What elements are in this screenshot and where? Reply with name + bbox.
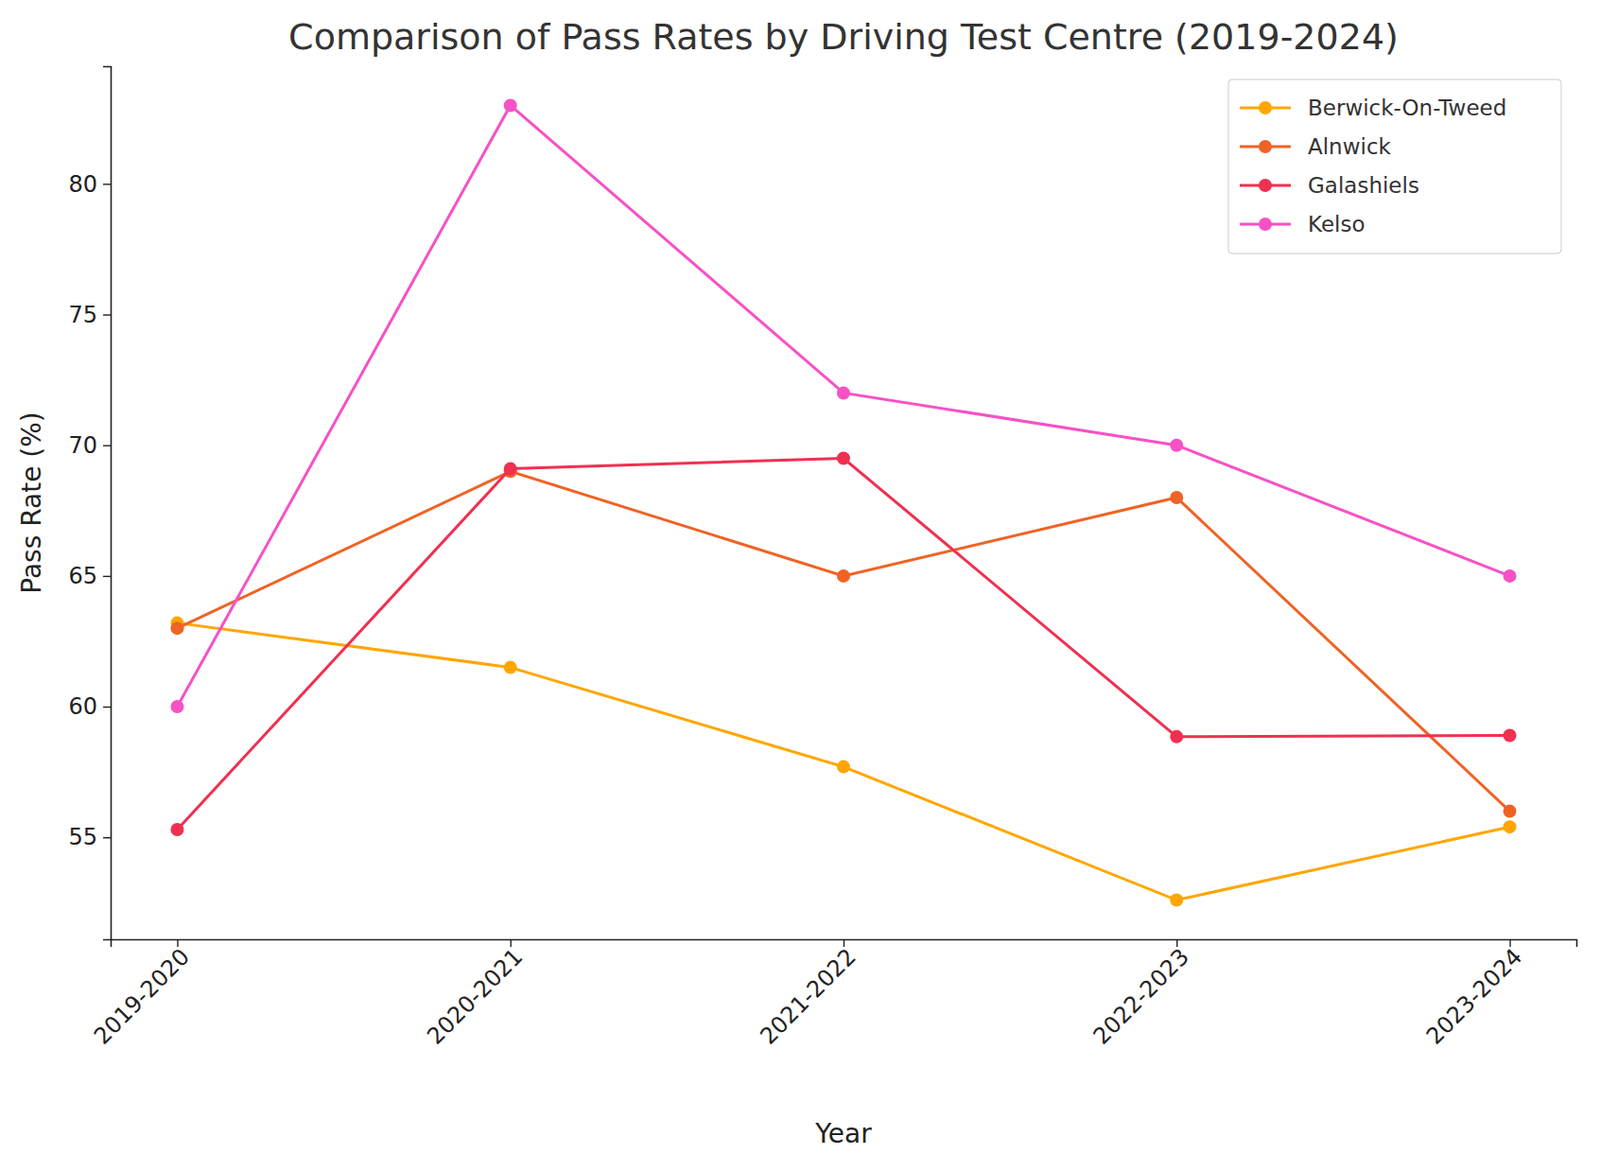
series-marker (170, 822, 184, 836)
y-tick-mark (103, 183, 111, 185)
legend-item: Alnwick (1239, 134, 1392, 159)
series-marker (1169, 730, 1183, 744)
y-tick: 65 (68, 562, 111, 590)
series-line (176, 470, 1510, 811)
x-tick: 2019-2020 (88, 939, 195, 1050)
x-tick-label: 2021-2022 (754, 942, 861, 1049)
y-tick-mark (103, 313, 111, 315)
y-tick-label: 60 (68, 693, 98, 720)
y-tick-label: 65 (68, 562, 98, 590)
y-tick-label: 75 (68, 301, 98, 329)
x-axis-title: Year (814, 1117, 872, 1149)
y-tick: 80 (68, 171, 111, 198)
y-tick: 75 (68, 301, 111, 329)
legend-marker (1258, 101, 1272, 115)
series-line (176, 458, 1510, 830)
y-axis: 55 60 65 70 75 80 (68, 67, 111, 940)
plot: 5560657075802019-20202020-20212021-20222… (68, 67, 1577, 1050)
y-tick: 70 (68, 432, 111, 459)
legend-frame (1228, 79, 1562, 254)
legend-label: Alnwick (1307, 134, 1392, 159)
x-axis: 2019-2020 2020-2021 2021-2022 2022-2023 2023… (88, 939, 1578, 1050)
series-marker (1169, 490, 1183, 505)
y-axis-title: Pass Rate (%) (16, 411, 48, 593)
legend-label: Berwick-On-Tweed (1307, 95, 1507, 121)
series-marker (836, 569, 851, 583)
series-marker (1169, 438, 1183, 453)
series-marker (836, 452, 851, 466)
series-marker (1503, 804, 1517, 818)
y-tick-mark (103, 836, 111, 838)
title: Comparison of Pass Rates by Driving Test… (288, 16, 1399, 58)
series-marker (1503, 819, 1517, 834)
series-marker (504, 98, 518, 112)
series-marker (836, 385, 851, 400)
series-marker (1503, 728, 1517, 742)
x-tick-label: 2022-2023 (1088, 942, 1195, 1049)
legend-marker (1258, 178, 1272, 192)
legend-item: Berwick-On-Tweed (1239, 95, 1507, 121)
legend-item: Kelso (1239, 211, 1366, 237)
series-marker (1169, 893, 1183, 907)
y-tick: 55 (68, 823, 111, 851)
y-tick-label: 55 (68, 823, 98, 851)
legend-label: Kelso (1307, 211, 1366, 237)
y-tick-mark (103, 575, 111, 577)
legend-marker (1258, 139, 1272, 154)
legend: Berwick-On-Tweed Alnwick Galashiels Kelso (1228, 79, 1562, 254)
series-area (170, 98, 1516, 906)
y-tick-mark (103, 445, 111, 447)
legend-marker (1258, 217, 1272, 231)
x-tick-label: 2023-2024 (1421, 942, 1528, 1049)
y-axis-line (103, 67, 112, 940)
x-tick: 2021-2022 (754, 939, 861, 1050)
series-marker (1503, 569, 1517, 583)
legend-item: Galashiels (1239, 173, 1420, 198)
chart: 5560657075802019-20202020-20212021-20222… (0, 0, 1600, 1154)
series-marker (836, 760, 851, 774)
series-marker (170, 699, 184, 714)
legend-label: Galashiels (1307, 173, 1420, 198)
series-marker (170, 621, 184, 635)
y-tick-label: 70 (68, 432, 98, 459)
y-tick-label: 80 (68, 171, 98, 198)
series-marker (504, 462, 518, 476)
x-tick: 2020-2021 (421, 939, 528, 1050)
y-tick-mark (103, 706, 111, 708)
x-tick-label: 2019-2020 (88, 942, 195, 1049)
series-line (176, 104, 1510, 707)
series-line (176, 623, 1510, 901)
x-tick: 2022-2023 (1088, 939, 1195, 1050)
y-tick: 60 (68, 693, 111, 720)
x-tick: 2023-2024 (1421, 939, 1528, 1050)
series-marker (504, 660, 518, 675)
x-tick-label: 2020-2021 (421, 942, 528, 1049)
